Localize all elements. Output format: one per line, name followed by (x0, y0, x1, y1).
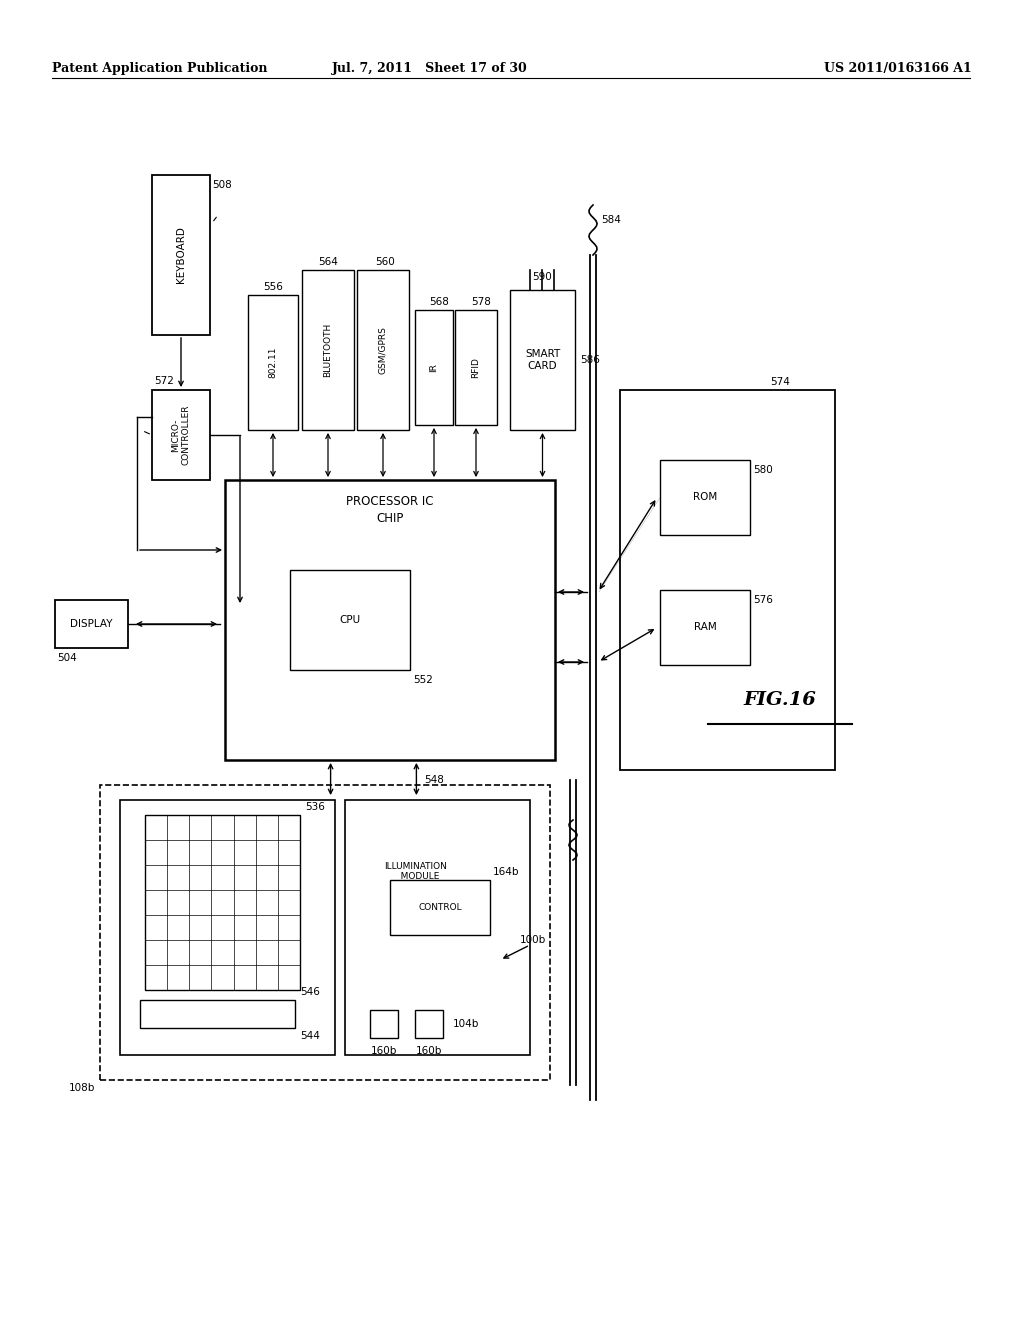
Text: 508: 508 (212, 180, 231, 190)
Bar (455, 310, 497, 425)
Text: 568: 568 (429, 297, 449, 308)
Text: 108b: 108b (69, 1082, 95, 1093)
Text: ROM: ROM (693, 492, 717, 503)
Bar (510, 290, 575, 430)
Text: 504: 504 (57, 653, 77, 663)
Text: 584: 584 (601, 215, 621, 224)
Bar (290, 570, 410, 671)
Bar (415, 1010, 443, 1038)
Text: 560: 560 (375, 257, 394, 267)
Text: CONTROL: CONTROL (418, 903, 462, 912)
Text: MICRO-
CONTROLLER: MICRO- CONTROLLER (171, 405, 190, 465)
Bar (415, 310, 453, 425)
Text: ILLUMINATION
   MODULE: ILLUMINATION MODULE (384, 862, 446, 882)
Bar (248, 294, 298, 430)
Bar (152, 176, 210, 335)
Text: SMART
CARD: SMART CARD (525, 350, 560, 371)
Bar (225, 480, 555, 760)
Bar (145, 814, 300, 990)
Text: 578: 578 (471, 297, 490, 308)
Text: 544: 544 (300, 1031, 319, 1041)
Text: US 2011/0163166 A1: US 2011/0163166 A1 (824, 62, 972, 75)
Bar (100, 785, 550, 1080)
Text: 552: 552 (413, 675, 433, 685)
Bar (120, 800, 335, 1055)
Text: IR: IR (429, 363, 438, 372)
Bar (55, 601, 128, 648)
Text: 580: 580 (753, 465, 773, 475)
Text: DISPLAY: DISPLAY (71, 619, 113, 630)
Text: 574: 574 (770, 378, 791, 387)
Text: CHIP: CHIP (376, 512, 403, 525)
Text: 160b: 160b (416, 1045, 442, 1056)
Text: 160b: 160b (371, 1045, 397, 1056)
Text: RFID: RFID (471, 358, 480, 378)
Bar (140, 1001, 295, 1028)
Text: Jul. 7, 2011   Sheet 17 of 30: Jul. 7, 2011 Sheet 17 of 30 (332, 62, 528, 75)
Text: 556: 556 (263, 282, 283, 292)
Text: 564: 564 (318, 257, 338, 267)
Text: GSM/GPRS: GSM/GPRS (379, 326, 387, 374)
Bar (302, 271, 354, 430)
Text: 100b: 100b (520, 935, 546, 945)
Text: 586: 586 (580, 355, 600, 366)
Text: BLUETOOTH: BLUETOOTH (324, 323, 333, 378)
Bar (345, 800, 530, 1055)
Bar (620, 389, 835, 770)
Text: 572: 572 (154, 376, 174, 385)
Text: FIG.16: FIG.16 (743, 690, 816, 709)
Text: Patent Application Publication: Patent Application Publication (52, 62, 267, 75)
Text: 104b: 104b (453, 1019, 479, 1030)
Text: 590: 590 (532, 272, 552, 282)
Bar (152, 389, 210, 480)
Text: 164b: 164b (493, 867, 519, 876)
Bar (370, 1010, 398, 1038)
Text: CPU: CPU (339, 615, 360, 624)
Bar (390, 880, 490, 935)
Text: KEYBOARD: KEYBOARD (176, 227, 186, 284)
Text: 546: 546 (300, 987, 319, 997)
Bar (660, 590, 750, 665)
Text: 548: 548 (424, 775, 444, 785)
Bar (660, 459, 750, 535)
Text: 576: 576 (753, 595, 773, 605)
Text: 536: 536 (305, 803, 325, 812)
Text: RAM: RAM (693, 623, 717, 632)
Text: PROCESSOR IC: PROCESSOR IC (346, 495, 434, 508)
Text: 802.11: 802.11 (268, 347, 278, 379)
Bar (357, 271, 409, 430)
